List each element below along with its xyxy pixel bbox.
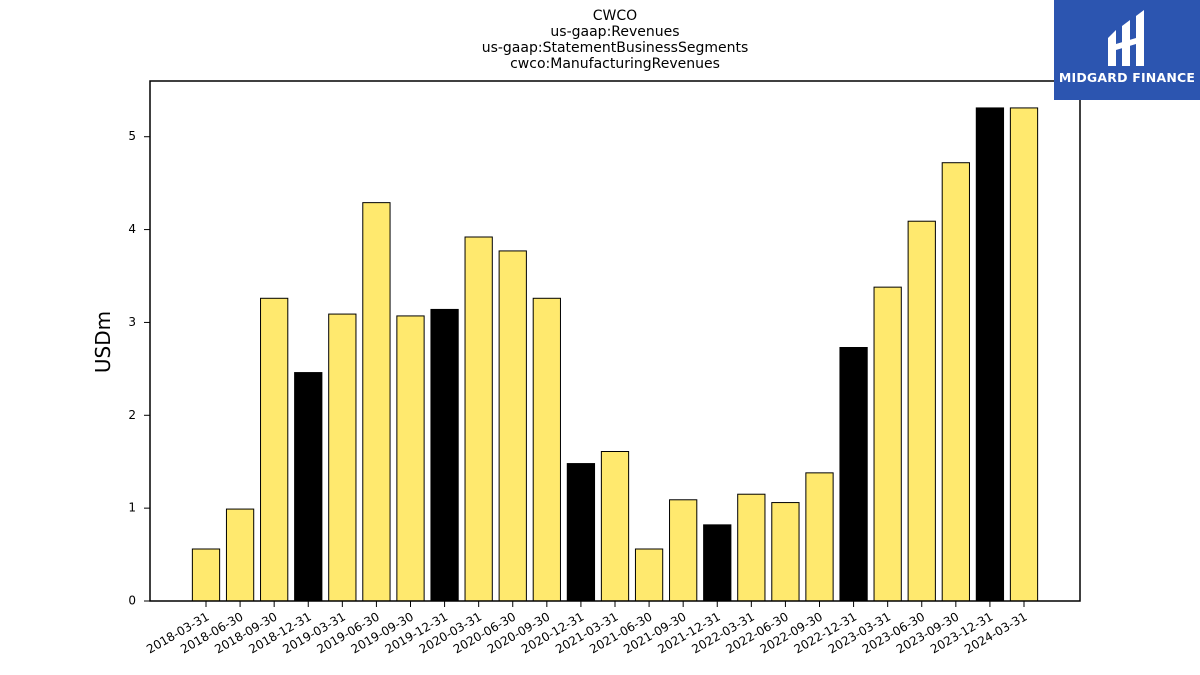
logo-text: MIDGARD FINANCE xyxy=(1058,70,1196,85)
y-axis: 0 1 2 3 4 5 xyxy=(128,129,150,608)
chart-title-line: us-gaap:Revenues xyxy=(550,24,679,40)
chart-title: CWCOus-gaap:Revenuesus-gaap:StatementBus… xyxy=(482,8,749,72)
bars-group xyxy=(191,107,1039,602)
bar xyxy=(430,308,459,602)
bar xyxy=(260,297,289,602)
y-tick-label: 4 xyxy=(128,222,136,236)
bar xyxy=(975,107,1005,602)
bar xyxy=(634,548,664,602)
y-axis-label: USDm xyxy=(91,311,115,373)
bar xyxy=(941,162,970,602)
brand-logo: MIDGARD FINANCE xyxy=(1054,0,1200,100)
y-tick-label: 5 xyxy=(128,129,136,143)
bar xyxy=(703,524,732,602)
bar xyxy=(839,347,868,602)
x-axis: 2018-03-312018-06-302018-09-302018-12-31… xyxy=(144,601,1030,656)
bar xyxy=(771,502,800,602)
bar xyxy=(191,548,221,602)
bar xyxy=(396,315,425,602)
bar xyxy=(1009,107,1039,602)
bar xyxy=(873,286,902,602)
chart-title-line: us-gaap:StatementBusinessSegments xyxy=(482,40,749,56)
y-tick-label: 1 xyxy=(128,501,136,515)
logo-mark-icon xyxy=(1108,10,1144,66)
bar xyxy=(907,220,936,602)
bar xyxy=(328,313,357,602)
bar xyxy=(498,250,527,602)
bar xyxy=(805,472,834,602)
chart-title-line: CWCO xyxy=(593,8,637,24)
bar xyxy=(464,236,493,602)
y-tick-label: 2 xyxy=(128,408,136,422)
bar xyxy=(669,499,698,602)
bar xyxy=(532,297,561,602)
bar xyxy=(737,493,766,602)
bar xyxy=(362,202,391,602)
bar xyxy=(225,508,255,602)
bar xyxy=(566,463,596,602)
bar xyxy=(600,451,630,602)
y-tick-label: 0 xyxy=(128,594,136,608)
y-tick-label: 3 xyxy=(128,315,136,329)
bar xyxy=(294,372,323,602)
chart-title-line: cwco:ManufacturingRevenues xyxy=(510,56,720,72)
